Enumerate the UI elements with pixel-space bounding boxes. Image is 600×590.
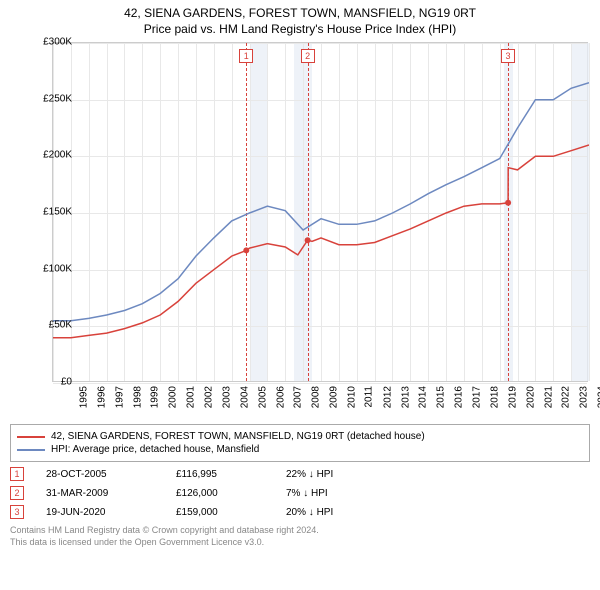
sales-price-3: £159,000 xyxy=(176,507,286,518)
x-axis-label: 2017 xyxy=(471,386,482,408)
x-axis-label: 2012 xyxy=(382,386,393,408)
sales-row-1: 1 28-OCT-2005 £116,995 22% ↓ HPI xyxy=(10,467,590,481)
gridline-v xyxy=(589,43,590,381)
sales-row-2: 2 31-MAR-2009 £126,000 7% ↓ HPI xyxy=(10,486,590,500)
credits-line-1: Contains HM Land Registry data © Crown c… xyxy=(10,524,590,536)
x-axis-label: 2004 xyxy=(239,386,250,408)
title-line-1: 42, SIENA GARDENS, FOREST TOWN, MANSFIEL… xyxy=(0,6,600,20)
y-axis-label: £100K xyxy=(43,263,72,274)
x-axis-label: 2014 xyxy=(418,386,429,408)
x-axis-label: 2001 xyxy=(185,386,196,408)
sales-price-2: £126,000 xyxy=(176,488,286,499)
x-axis-label: 1999 xyxy=(150,386,161,408)
series-svg xyxy=(53,43,589,383)
title-line-2: Price paid vs. HM Land Registry's House … xyxy=(0,22,600,36)
legend-item-hpi: HPI: Average price, detached house, Mans… xyxy=(17,444,583,455)
legend-item-subject: 42, SIENA GARDENS, FOREST TOWN, MANSFIEL… xyxy=(17,431,583,442)
y-axis-label: £250K xyxy=(43,93,72,104)
credits: Contains HM Land Registry data © Crown c… xyxy=(10,524,590,548)
x-axis-label: 1997 xyxy=(114,386,125,408)
x-axis-label: 2016 xyxy=(453,386,464,408)
x-axis-label: 2022 xyxy=(561,386,572,408)
x-axis-label: 2008 xyxy=(311,386,322,408)
sales-delta-3: 20% ↓ HPI xyxy=(286,507,406,518)
sales-marker-1: 1 xyxy=(10,467,24,481)
x-axis-label: 2018 xyxy=(489,386,500,408)
legend-label-hpi: HPI: Average price, detached house, Mans… xyxy=(51,444,259,455)
plot-region: 123 xyxy=(52,42,588,382)
x-axis-label: 1996 xyxy=(96,386,107,408)
sale-point-dot xyxy=(505,200,511,206)
x-axis-label: 2011 xyxy=(363,386,374,408)
x-axis-label: 2021 xyxy=(543,386,554,408)
legend-label-subject: 42, SIENA GARDENS, FOREST TOWN, MANSFIEL… xyxy=(51,431,425,442)
legend: 42, SIENA GARDENS, FOREST TOWN, MANSFIEL… xyxy=(10,424,590,462)
y-axis-label: £150K xyxy=(43,207,72,218)
x-axis-label: 1995 xyxy=(78,386,89,408)
x-axis-label: 2007 xyxy=(293,386,304,408)
sales-marker-2: 2 xyxy=(10,486,24,500)
chart-container: 42, SIENA GARDENS, FOREST TOWN, MANSFIEL… xyxy=(0,0,600,590)
chart-area: 123 £0£50K£100K£150K£200K£250K£300K19951… xyxy=(40,42,600,422)
sales-date-2: 31-MAR-2009 xyxy=(46,488,176,499)
gridline-h xyxy=(53,383,587,384)
x-axis-label: 2020 xyxy=(525,386,536,408)
x-axis-label: 2005 xyxy=(257,386,268,408)
x-axis-label: 2015 xyxy=(436,386,447,408)
x-axis-label: 2024 xyxy=(596,386,600,408)
x-axis-label: 2023 xyxy=(579,386,590,408)
series-line-subject xyxy=(53,145,589,338)
legend-swatch-hpi xyxy=(17,449,45,451)
sales-row-3: 3 19-JUN-2020 £159,000 20% ↓ HPI xyxy=(10,505,590,519)
x-axis-label: 2013 xyxy=(400,386,411,408)
title-block: 42, SIENA GARDENS, FOREST TOWN, MANSFIEL… xyxy=(0,0,600,38)
x-axis-label: 2000 xyxy=(168,386,179,408)
x-axis-label: 2019 xyxy=(507,386,518,408)
sales-table: 1 28-OCT-2005 £116,995 22% ↓ HPI 2 31-MA… xyxy=(10,467,590,519)
legend-swatch-subject xyxy=(17,436,45,438)
y-axis-label: £200K xyxy=(43,150,72,161)
x-axis-label: 2002 xyxy=(203,386,214,408)
x-axis-label: 2009 xyxy=(328,386,339,408)
sales-date-1: 28-OCT-2005 xyxy=(46,469,176,480)
y-axis-label: £300K xyxy=(43,37,72,48)
sales-date-3: 19-JUN-2020 xyxy=(46,507,176,518)
sales-delta-1: 22% ↓ HPI xyxy=(286,469,406,480)
x-axis-label: 2010 xyxy=(346,386,357,408)
sales-marker-3: 3 xyxy=(10,505,24,519)
sales-delta-2: 7% ↓ HPI xyxy=(286,488,406,499)
sales-price-1: £116,995 xyxy=(176,469,286,480)
x-axis-label: 2006 xyxy=(275,386,286,408)
x-axis-label: 2003 xyxy=(221,386,232,408)
y-axis-label: £50K xyxy=(49,320,72,331)
sale-point-dot xyxy=(243,247,249,253)
x-axis-label: 1998 xyxy=(132,386,143,408)
sale-point-dot xyxy=(305,237,311,243)
y-axis-label: £0 xyxy=(61,377,72,388)
credits-line-2: This data is licensed under the Open Gov… xyxy=(10,536,590,548)
